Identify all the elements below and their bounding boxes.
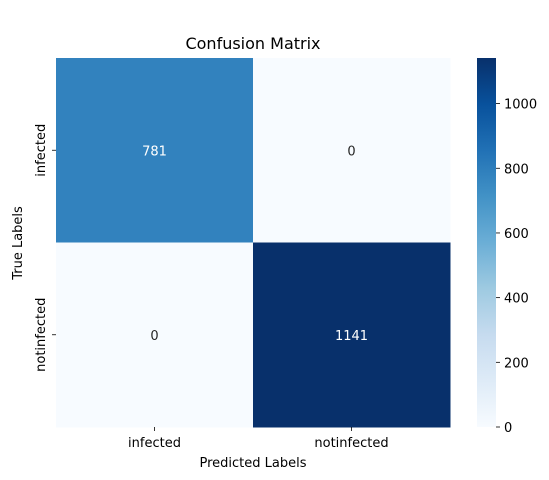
cell-value-label: 1141 <box>335 329 368 344</box>
cell-value-label: 781 <box>142 144 167 159</box>
x-axis-label: Predicted Labels <box>199 456 306 471</box>
y-tick-label: infected <box>34 124 49 177</box>
heatmap-cells <box>56 58 451 428</box>
heatmap-cell <box>56 242 254 428</box>
colorbar-tick-label: 200 <box>504 356 529 371</box>
colorbar-tick-label: 800 <box>504 162 529 177</box>
colorbar-tick-label: 0 <box>504 421 512 436</box>
y-axis-label: True Labels <box>11 206 26 281</box>
colorbar-tick-label: 400 <box>504 292 529 307</box>
heatmap-cell <box>56 58 254 243</box>
x-tick-label: infected <box>128 436 181 451</box>
colorbar-tick-label: 600 <box>504 227 529 242</box>
y-tick-label: notinfected <box>34 298 49 372</box>
x-axis-ticks: infected notinfected <box>128 427 389 451</box>
chart-title: Confusion Matrix <box>185 34 320 53</box>
heatmap-cell <box>253 242 451 428</box>
colorbar-tick-label: 1000 <box>504 98 537 113</box>
y-axis-ticks: infected notinfected <box>34 124 56 372</box>
colorbar <box>477 58 496 427</box>
heatmap-cell <box>253 58 451 243</box>
cell-value-label: 0 <box>150 329 158 344</box>
x-tick-label: notinfected <box>314 436 388 451</box>
colorbar-ticks: 0 200 400 600 800 1000 <box>496 98 537 436</box>
cell-value-label: 0 <box>347 144 355 159</box>
heatmap-cell-labels: 781 0 0 1141 <box>142 144 368 344</box>
